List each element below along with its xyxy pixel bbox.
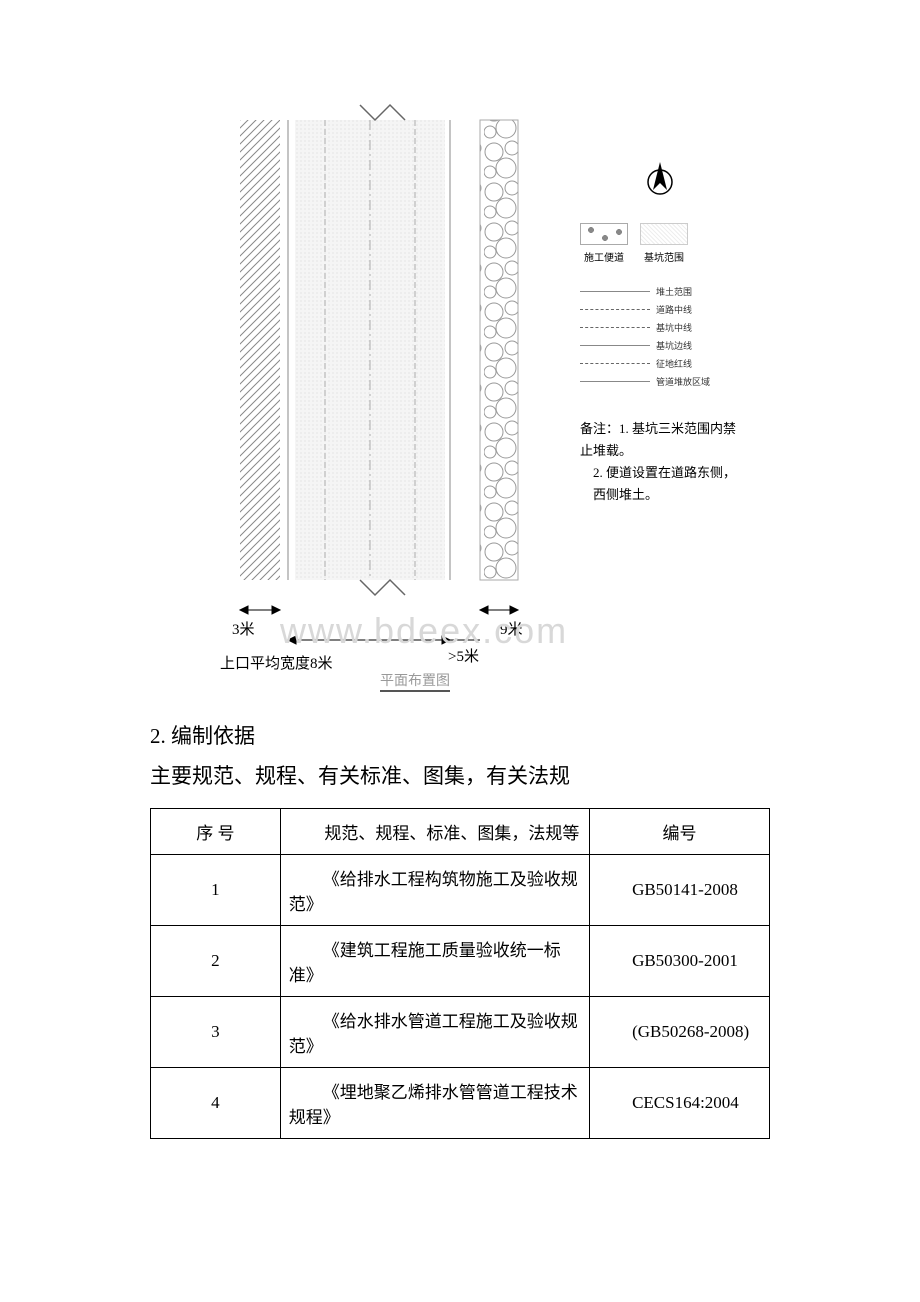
table-header: 序 号 bbox=[151, 809, 281, 855]
legend-swatches: 施工便道 基坑范围 bbox=[580, 223, 740, 264]
dim-left-margin: 3米 bbox=[232, 618, 255, 639]
table-row: 4 《埋地聚乙烯排水管管道工程技术规程》 CECS164:2004 bbox=[151, 1068, 770, 1139]
swatch-label: 基坑范围 bbox=[644, 253, 684, 264]
table-header: 编号 bbox=[590, 809, 770, 855]
swatch-pit-icon bbox=[640, 223, 688, 245]
section-subheading: 主要规范、规程、有关标准、图集，有关法规 bbox=[150, 760, 810, 790]
table-row: 1 《给排水工程构筑物施工及验收规范》 GB50141-2008 bbox=[151, 855, 770, 926]
table-row: 3 《给水排水管道工程施工及验收规范》 (GB50268-2008) bbox=[151, 997, 770, 1068]
dim-gap: >5米 bbox=[448, 645, 479, 666]
section-heading: 2. 编制依据 bbox=[150, 720, 810, 750]
diagram-caption: 平面布置图 bbox=[380, 670, 450, 692]
reference-table: 序 号 规范、规程、标准、图集，法规等 编号 1 《给排水工程构筑物施工及验收规… bbox=[150, 808, 770, 1139]
table-row: 2 《建筑工程施工质量验收统一标准》 GB50300-2001 bbox=[151, 926, 770, 997]
table-header: 规范、规程、标准、图集，法规等 bbox=[280, 809, 589, 855]
swatch-road-icon bbox=[580, 223, 628, 245]
line-legend: 堆土范围 道路中线 基坑中线 基坑边线 征地红线 管道堆放区域 bbox=[580, 282, 740, 390]
swatch-label: 施工便道 bbox=[584, 253, 624, 264]
plan-diagram: 3米 上口平均宽度8米 >5米 9米 平面布置图 www.bdeex.com 北… bbox=[180, 100, 740, 680]
table-header-row: 序 号 规范、规程、标准、图集，法规等 编号 bbox=[151, 809, 770, 855]
dim-top-width: 上口平均宽度8米 bbox=[220, 652, 333, 673]
diagram-notes: 备注：1. 基坑三米范围内禁止堆载。 2. 便道设置在道路东侧，西侧堆土。 bbox=[580, 418, 740, 506]
legend-panel: 北 施工便道 基坑范围 堆土范围 道路中线 基坑中线 基坑边线 征地红线 管道堆… bbox=[580, 160, 740, 506]
dim-right-width: 9米 bbox=[500, 618, 523, 639]
compass-icon: 北 bbox=[580, 160, 740, 203]
